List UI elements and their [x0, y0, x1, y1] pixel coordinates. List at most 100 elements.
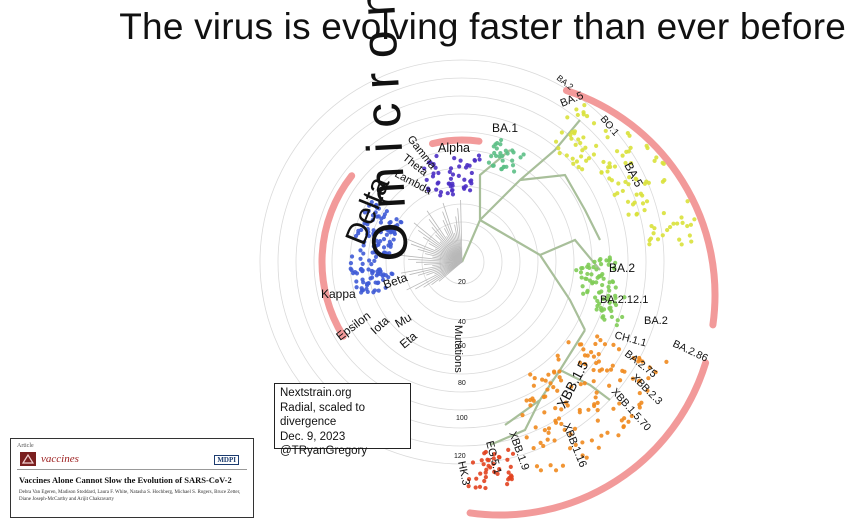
late-tip [505, 482, 510, 487]
xbb-tip [591, 367, 596, 373]
label-iota: Iota [368, 313, 392, 337]
xbb-tip [548, 381, 553, 386]
delta-tip [361, 251, 366, 256]
ba5-tip [640, 201, 646, 206]
ba5-tip [634, 212, 639, 217]
delta-tip [387, 239, 392, 244]
xbb-tip [577, 342, 582, 347]
xbb-tip [562, 427, 567, 433]
xbb-tip [551, 385, 556, 390]
ba5-tip [581, 112, 586, 117]
xbb-tip [594, 390, 599, 395]
xbb-tip [531, 445, 536, 451]
delta-tip [358, 256, 363, 261]
delta-tip [366, 281, 371, 286]
tick-60: 60 [458, 343, 466, 350]
xbb-tip [556, 416, 562, 421]
tick-80: 80 [458, 380, 466, 387]
ba5-tip [640, 193, 645, 198]
delta-tip [388, 227, 393, 233]
ba2-tip [606, 284, 611, 290]
ba5-tip [584, 113, 590, 119]
xbb-tip [546, 372, 551, 377]
delta-tip [376, 214, 381, 219]
xbb-tip [555, 388, 560, 393]
xbb-tip [578, 382, 583, 387]
delta-tip [374, 238, 379, 243]
delta-tip [370, 213, 376, 218]
ba1-tip [518, 155, 523, 160]
delta-tip [392, 231, 397, 237]
ba2-tip [586, 262, 591, 267]
ba2-tip [607, 288, 612, 293]
early-branch [418, 230, 463, 263]
early-branch [423, 236, 463, 263]
omicron-branch [460, 149, 511, 263]
ba5-tip [677, 237, 682, 242]
label-kappa: Kappa [321, 287, 356, 301]
xbb-tip [542, 410, 547, 415]
alpha-tip [430, 174, 436, 179]
xbb-tip [596, 445, 601, 450]
label-ba5: BA.5 [621, 160, 646, 190]
ba2-tip [600, 282, 605, 288]
ba2-tip [594, 280, 599, 285]
xbb-tip [540, 377, 545, 382]
xbb-tip [581, 347, 586, 352]
source-info-box: Nextstrain.org Radial, scaled to diverge… [274, 383, 411, 457]
ba1-tip [494, 146, 499, 151]
early-branch [415, 261, 463, 290]
ba1-tip [521, 152, 526, 157]
late-tip [482, 451, 487, 456]
ba1-tip [498, 137, 504, 143]
xbb-tip [607, 383, 612, 388]
ba5-tip [654, 155, 659, 160]
xbb-tip [622, 369, 627, 374]
xbb-tip [533, 425, 538, 430]
ba5-tip [609, 178, 615, 183]
ba5-tip [591, 152, 597, 157]
ba5-tip [624, 149, 629, 154]
delta-tip [373, 210, 378, 215]
alpha-tip [424, 177, 429, 183]
late-tip [506, 470, 511, 475]
delta-tip [349, 254, 355, 259]
label-eta: Eta [397, 329, 420, 352]
label-mu: Mu [393, 310, 414, 330]
xbb-tip [619, 418, 624, 423]
divergence-ring [385, 185, 539, 339]
xbb-tip [640, 359, 645, 364]
ba1-tip [493, 153, 499, 158]
xbb-tip [553, 468, 559, 473]
xbb-tip [524, 435, 529, 440]
ba5-tip [649, 223, 654, 229]
xbb-tip [563, 400, 569, 405]
ba5-tip [582, 103, 587, 108]
publisher-logo: MDPI [214, 455, 239, 465]
xbb-tip [588, 349, 594, 355]
divergence-ring [277, 77, 647, 447]
ba5-tip [627, 175, 632, 180]
ba2-late-tip [601, 296, 606, 302]
xbb-tip [611, 406, 616, 411]
alpha-tip [431, 161, 436, 167]
xbb-tip [602, 342, 608, 347]
alpha-tip [458, 158, 463, 163]
omicron-branch [489, 399, 541, 447]
tick-20: 20 [458, 279, 466, 286]
ba5-tip [574, 159, 580, 164]
late-tip [510, 451, 516, 456]
label-hk3: HK.3 [455, 460, 472, 486]
ba2-tip [578, 270, 584, 275]
delta-tip [383, 285, 388, 290]
ba5-tip [578, 154, 584, 159]
journal-name: vaccines [41, 453, 79, 465]
ba5-tip [612, 164, 618, 169]
xbb-tip [546, 426, 552, 431]
alpha-tip [462, 186, 467, 191]
xbb-tip [528, 403, 533, 408]
ba2-tip [579, 266, 584, 271]
xbb-tip [568, 432, 573, 437]
alpha-tip [422, 166, 427, 171]
